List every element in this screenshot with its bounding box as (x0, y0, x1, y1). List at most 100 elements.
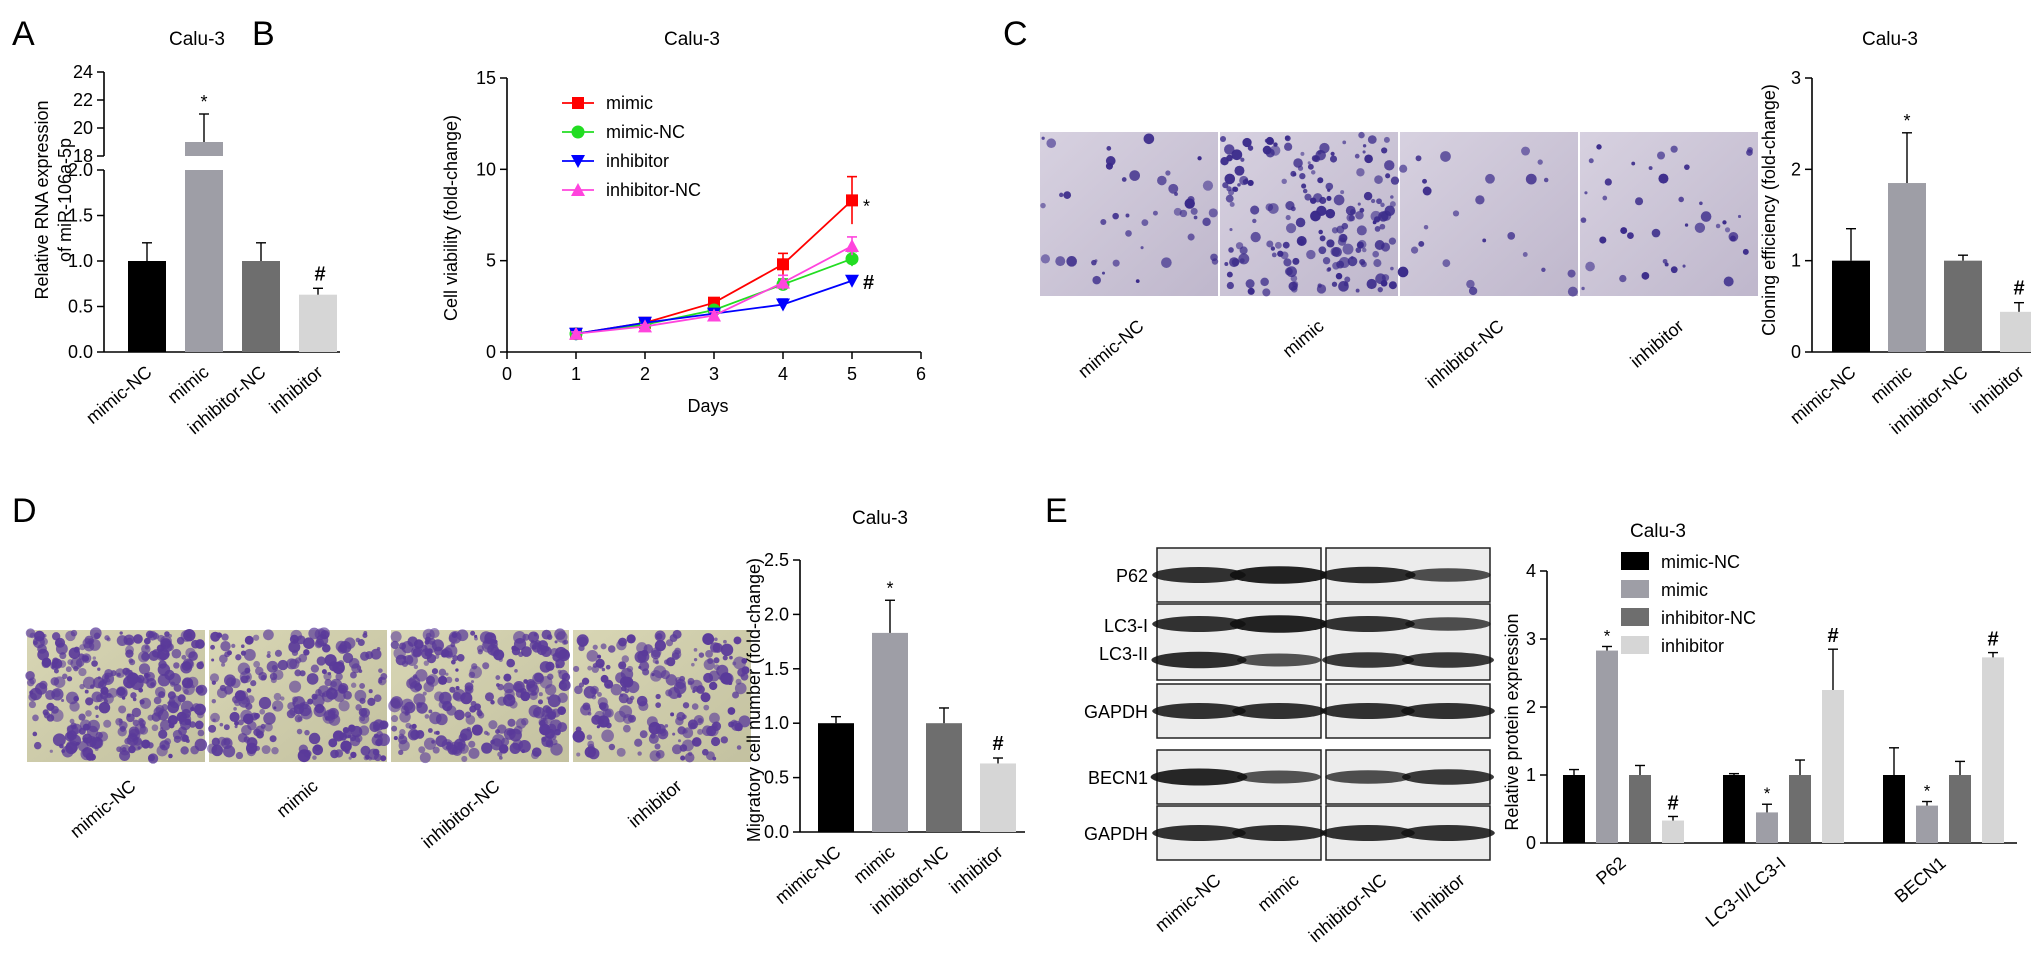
panel-d-migration-image-inhibitor-dot (741, 657, 748, 664)
panel-c-colony-image-inhibitor-dot (1657, 151, 1666, 160)
panel-d-migration-image-inhibitor-dot (691, 662, 695, 667)
panel-b-series-inhibitor-NC-point (776, 275, 790, 289)
panel-d-migration-image-mimic-dot (303, 649, 310, 656)
panel-d-migration-image-inhibitor-NC-dot (391, 725, 398, 732)
panel-d-migration-image-mimic-dot (211, 698, 217, 704)
panel-c-colony-image-mimic-dot (1313, 155, 1321, 163)
panel-d-migration-image-inhibitor-NC-dot (435, 713, 448, 726)
panel-d-migration-image-mimic-dot (269, 735, 277, 743)
panel-c-colony-image-mimic-dot (1220, 135, 1227, 143)
panel-e-blot-row3-group1-band (1402, 769, 1494, 785)
panel-d-migration-image-mimic-NC-dot (181, 734, 189, 742)
panel-d-migration-image-mimic-NC-dot (157, 709, 169, 721)
panel-d-migration-image-mimic-NC-dot (65, 666, 72, 673)
panel-c-colony-image-mimic-dot (1344, 276, 1351, 283)
panel-d-migration-image-mimic-NC-dot (150, 682, 155, 687)
panel-a-chart: Calu-3 Relative RNA expression of miR-10… (32, 29, 340, 438)
panel-c-colony-image-mimic-dot (1247, 179, 1254, 187)
panel-c-colony-image-mimic-dot (1332, 261, 1340, 270)
panel-d-migration-image-inhibitor-dot (734, 682, 747, 695)
panel-d-migration-image-inhibitor-dot (668, 686, 681, 699)
panel-c-colony-image-mimic-dot (1374, 226, 1381, 232)
panel-c-colony-image-inhibitor-dot (1627, 232, 1634, 239)
panel-c-colony-image-inhibitor-dot (1648, 166, 1653, 171)
panel-d-migration-image-mimic-dot (237, 719, 244, 726)
panel-d-migration-image-mimic-dot (259, 708, 266, 715)
panel-b-xlabel: Days (687, 396, 728, 416)
panel-c-colony-image-inhibitor-dot (1723, 276, 1734, 287)
panel-e-blot-row1-group1-band (1402, 652, 1494, 668)
panel-c-x-tick-label: inhibitor (1966, 362, 2027, 418)
panel-b-x-tick-label: 3 (709, 364, 719, 384)
panel-c-colony-image-inhibitor-dot (1670, 145, 1678, 153)
panel-c-colony-image-inhibitor-dot (1599, 236, 1607, 244)
panel-d-migration-image-inhibitor-NC-dot (546, 634, 553, 640)
panel-d-migration-image-mimic-NC-dot (173, 735, 182, 743)
panel-d-migration-image-inhibitor-dot (684, 752, 695, 763)
panel-c-colony-image-mimic-dot (1322, 257, 1331, 265)
panel-e-blot-label: LC3-II (1099, 644, 1148, 664)
panel-c-colony-image-mimic-dot (1333, 194, 1345, 206)
panel-c-colony-image-mimic-NC-dot (1041, 136, 1045, 140)
panel-e-blot-row4-group1-band (1321, 825, 1415, 841)
panel-d-migration-image-inhibitor-NC-dot (468, 740, 476, 748)
panel-d-migration-image-inhibitor-NC-dot (536, 644, 548, 656)
panel-d-migration-image-mimic-NC-dot (92, 656, 97, 660)
panel-b-legend-inhibitor-label: inhibitor (606, 151, 669, 171)
panel-c-colony-image-mimic-dot (1363, 191, 1373, 201)
panel-d-migration-image-mimic-dot (233, 707, 237, 711)
panel-d-migration-image-inhibitor-dot (596, 725, 600, 729)
panel-d-migration-image-mimic-NC-dot (152, 632, 160, 640)
panel-a-upper-y-tick-label: 22 (73, 90, 93, 110)
panel-d-migration-image-mimic-dot (315, 638, 325, 648)
panel-d-migration-image-mimic-dot (325, 687, 338, 700)
panel-c-colony-image-mimic-dot (1383, 136, 1390, 143)
panel-c-colony-image-mimic-dot (1331, 281, 1338, 287)
panel-c-colony-image-mimic-dot (1380, 279, 1388, 287)
panel-c-bar-mimic-significance-mark: * (1903, 111, 1910, 131)
panel-c-colony-image-inhibitor-dot (1604, 178, 1612, 186)
panel-c-colony-image-inhibitor-dot (1585, 261, 1595, 272)
panel-d-migration-image-inhibitor-NC-dot (418, 746, 426, 754)
panel-e-bar-BECN1-inhibitor-significance-mark: # (1987, 629, 1998, 651)
panel-c-colony-image-mimic-dot (1295, 217, 1306, 228)
panel-d-migration-image-mimic-dot (359, 697, 366, 704)
panel-a-x-tick-label: mimic (164, 362, 213, 408)
panel-c-colony-image-mimic-dot (1252, 218, 1257, 224)
panel-c-colony-image-inhibitor-NC-dot (1422, 186, 1432, 196)
panel-d-migration-image-inhibitor-NC-dot (538, 692, 543, 697)
panel-d-migration-image-inhibitor-NC-dot (431, 668, 439, 675)
panel-c-bar-inhibitor-significance-mark: # (2013, 278, 2024, 300)
panel-b-title: Calu-3 (664, 29, 720, 50)
panel-d-migration-image-inhibitor-dot (702, 633, 715, 646)
panel-d-migration-image-inhibitor-dot (693, 647, 698, 652)
panel-c-colony-image-mimic-dot (1325, 208, 1336, 219)
panel-e-blot-row3-group0-band (1237, 770, 1321, 784)
panel-b-y-tick-label: 0 (486, 342, 496, 362)
panel-e-western-blots (1150, 547, 1495, 861)
panel-d-migration-image-inhibitor-NC-dot (401, 660, 409, 667)
panel-b-x-tick-label: 0 (502, 364, 512, 384)
panel-c-colony-image-mimic-dot (1224, 144, 1235, 155)
panel-d-migration-image-inhibitor-dot (707, 657, 714, 665)
panel-d-migration-image-mimic-NC-dot (49, 749, 53, 753)
panel-d-migration-image-inhibitor-NC-dot (469, 665, 482, 679)
panel-d-migration-image-inhibitor-dot (691, 703, 699, 710)
panel-c-colony-image-inhibitor-dot (1588, 158, 1594, 164)
panel-d-migration-image-inhibitor-NC-dot (523, 679, 528, 684)
panel-d-bar-mimic (872, 632, 908, 832)
panel-d-migration-image-mimic-NC-dot (50, 705, 59, 714)
panel-c-colony-image-mimic-dot (1262, 288, 1271, 297)
panel-e-bar-P62-mimic (1596, 650, 1618, 843)
panel-d-migration-image-mimic-NC-dot (196, 711, 204, 719)
panel-d-migration-image-mimic-NC-dot (69, 701, 80, 712)
panel-c-ylabel: Cloning efficiency (fold-change) (1759, 84, 1779, 336)
panel-d-migration-image-inhibitor-dot (655, 693, 661, 700)
panel-d-migration-image-mimic-dot (292, 696, 299, 703)
panel-d-migration-image-mimic-dot (373, 694, 382, 703)
panel-d-migration-image-mimic-NC-dot (110, 670, 117, 677)
panel-d-migration-image-inhibitor-NC-dot (406, 654, 418, 666)
panel-c-colony-image-mimic-dot (1229, 201, 1235, 207)
panel-d-migration-image-inhibitor-NC-dot (415, 669, 428, 682)
panel-d-migration-image-mimic-dot (273, 706, 277, 710)
